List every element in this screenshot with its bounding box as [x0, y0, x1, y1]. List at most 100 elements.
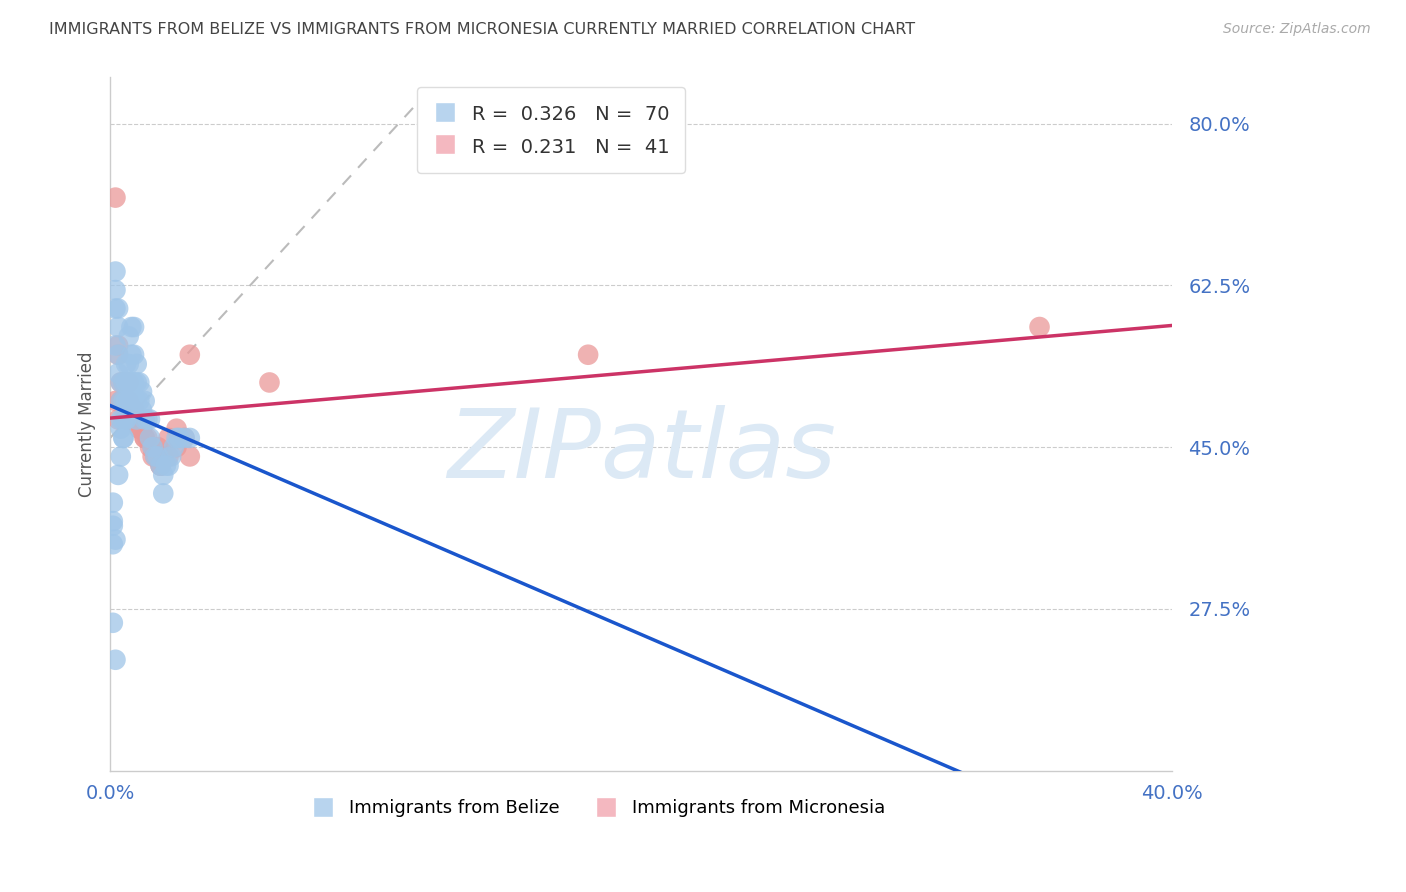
Point — [104, 301, 127, 316]
Point — [112, 394, 135, 409]
Point — [166, 440, 188, 454]
Point — [122, 403, 145, 417]
Point — [112, 376, 135, 390]
Point — [131, 384, 153, 399]
Point — [115, 412, 138, 426]
Point — [576, 348, 599, 362]
Point — [110, 394, 132, 409]
Point — [125, 412, 148, 426]
Point — [118, 376, 141, 390]
Point — [115, 412, 138, 426]
Text: Source: ZipAtlas.com: Source: ZipAtlas.com — [1223, 22, 1371, 37]
Point — [115, 357, 138, 371]
Point — [118, 394, 141, 409]
Point — [112, 412, 135, 426]
Point — [120, 412, 142, 426]
Point — [136, 431, 159, 445]
Point — [125, 376, 148, 390]
Point — [110, 394, 132, 409]
Point — [110, 450, 132, 464]
Point — [146, 450, 169, 464]
Point — [101, 615, 124, 630]
Point — [149, 458, 172, 473]
Point — [104, 533, 127, 547]
Point — [128, 376, 150, 390]
Point — [107, 467, 129, 482]
Point — [107, 366, 129, 380]
Point — [110, 376, 132, 390]
Point — [115, 376, 138, 390]
Point — [166, 422, 188, 436]
Point — [134, 412, 156, 426]
Point — [101, 537, 124, 551]
Point — [107, 320, 129, 334]
Point — [1028, 320, 1050, 334]
Point — [107, 412, 129, 426]
Point — [136, 412, 159, 426]
Point — [107, 301, 129, 316]
Point — [101, 495, 124, 509]
Point — [118, 394, 141, 409]
Point — [107, 338, 129, 352]
Point — [104, 283, 127, 297]
Y-axis label: Currently Married: Currently Married — [79, 351, 96, 497]
Point — [104, 191, 127, 205]
Point — [110, 422, 132, 436]
Point — [120, 320, 142, 334]
Point — [104, 264, 127, 278]
Point — [122, 348, 145, 362]
Point — [110, 376, 132, 390]
Point — [139, 440, 162, 454]
Point — [112, 431, 135, 445]
Point — [120, 348, 142, 362]
Point — [143, 450, 166, 464]
Point — [128, 394, 150, 409]
Point — [128, 422, 150, 436]
Point — [143, 450, 166, 464]
Point — [157, 458, 180, 473]
Point — [118, 376, 141, 390]
Point — [131, 403, 153, 417]
Point — [179, 450, 201, 464]
Point — [107, 348, 129, 362]
Point — [157, 431, 180, 445]
Point — [122, 403, 145, 417]
Point — [152, 450, 174, 464]
Point — [125, 357, 148, 371]
Point — [112, 376, 135, 390]
Point — [115, 412, 138, 426]
Point — [101, 514, 124, 528]
Point — [112, 394, 135, 409]
Point — [142, 440, 165, 454]
Point — [128, 422, 150, 436]
Point — [134, 394, 156, 409]
Point — [107, 348, 129, 362]
Point — [125, 394, 148, 409]
Point — [122, 376, 145, 390]
Point — [104, 394, 127, 409]
Point — [173, 431, 195, 445]
Point — [163, 440, 186, 454]
Point — [173, 431, 195, 445]
Point — [179, 431, 201, 445]
Point — [142, 450, 165, 464]
Point — [120, 376, 142, 390]
Point — [118, 329, 141, 343]
Point — [146, 440, 169, 454]
Point — [118, 394, 141, 409]
Point — [139, 412, 162, 426]
Point — [115, 394, 138, 409]
Point — [179, 348, 201, 362]
Point — [167, 431, 190, 445]
Point — [120, 376, 142, 390]
Text: ZIPatlas: ZIPatlas — [447, 405, 835, 499]
Point — [115, 412, 138, 426]
Legend: Immigrants from Belize, Immigrants from Micronesia: Immigrants from Belize, Immigrants from … — [305, 791, 891, 824]
Point — [104, 338, 127, 352]
Point — [152, 467, 174, 482]
Point — [259, 376, 281, 390]
Point — [139, 431, 162, 445]
Point — [101, 518, 124, 533]
Point — [134, 431, 156, 445]
Point — [155, 458, 177, 473]
